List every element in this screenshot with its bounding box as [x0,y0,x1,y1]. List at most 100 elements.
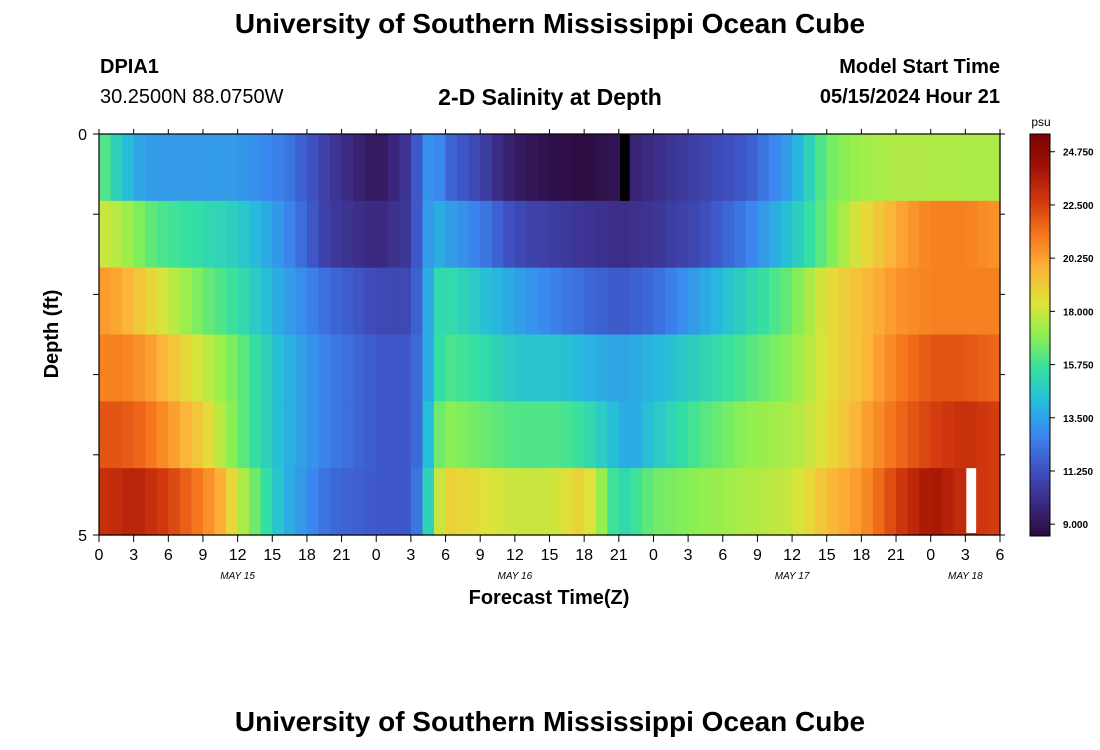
heatmap-cell [537,200,551,269]
heatmap-cell [688,134,701,202]
heatmap-cell [768,334,782,402]
heatmap-cell [145,401,158,469]
heatmap-cell [653,134,666,202]
colorbar-tick-label: 9.000 [1063,520,1088,531]
heatmap-cell [630,334,643,402]
heatmap-cell [872,468,886,536]
x-tick-label: 0 [926,547,935,564]
heatmap-cell [214,200,227,269]
heatmap-cell [145,134,158,202]
heatmap-cell [780,334,793,402]
heatmap-cell [295,468,308,536]
heatmap-cell [387,401,400,469]
heatmap-cell [745,334,759,402]
heatmap-cell [919,200,932,269]
heatmap-cell [410,334,424,402]
heatmap-cell [965,200,978,269]
heatmap-cell [249,200,262,269]
heatmap-cell [503,401,516,469]
heatmap-cell [283,134,296,202]
x-tick-label: 0 [95,547,104,564]
heatmap-cell [584,134,597,202]
heatmap-cell [399,334,412,402]
heatmap-cell [122,134,135,202]
heatmap-cell [572,334,585,402]
heatmap-cell [942,200,955,269]
heatmap-cell [110,267,123,336]
station-id: DPIA1 [100,56,159,78]
plot-title: 2-D Salinity at Depth [438,84,662,110]
heatmap-cell [572,267,585,336]
heatmap-cell [295,334,308,402]
heatmap-cell [676,200,689,269]
heatmap-cell [630,200,643,269]
heatmap-cell [699,200,712,269]
heatmap-cell [202,468,216,536]
heatmap-cell [572,200,585,269]
heatmap-cell [457,267,470,336]
heatmap-cell [364,334,377,402]
heatmap-cell [988,334,1001,402]
heatmap-row-4 [99,334,1001,402]
heatmap-cell [699,468,712,536]
heatmap-cell [942,401,955,469]
heatmap-cell [896,200,909,269]
heatmap-cell [237,134,250,202]
heatmap-cell [306,267,320,336]
y-axis-label: Depth (ft) [41,290,63,379]
heatmap-cell [907,468,920,536]
heatmap-cell [722,267,735,336]
heatmap-cell [595,468,608,536]
heatmap-cell [387,334,400,402]
heatmap-cell [595,334,608,402]
heatmap-cell [341,401,354,469]
heatmap-cell [953,134,966,202]
heatmap-cell [711,267,724,336]
heatmap-cell [803,134,816,202]
heatmap-cell [826,334,839,402]
heatmap-cell [468,468,481,536]
x-axis-label: Forecast Time(Z) [469,587,630,609]
heatmap-cell [156,200,169,269]
heatmap-cell [688,468,701,536]
heatmap-cell [722,334,735,402]
heatmap-cell [353,267,366,336]
heatmap-cell [353,334,366,402]
heatmap-cell [630,267,643,336]
x-tick-label: 18 [852,547,870,564]
heatmap-cell [353,200,366,269]
heatmap-cell [202,134,216,202]
heatmap-cell [676,401,689,469]
heatmap-cell [976,401,990,469]
heatmap-cell [768,200,782,269]
heatmap-cell [711,134,724,202]
heatmap-cell [306,334,320,402]
heatmap-cell [665,200,678,269]
colorbar-tick-label: 13.500 [1063,414,1094,425]
heatmap-cell [803,334,816,402]
heatmap-cell [861,468,874,536]
heatmap-cell [537,267,551,336]
heatmap-cell [907,267,920,336]
model-start-value: 05/15/2024 Hour 21 [819,86,1000,108]
heatmap-cell [410,401,424,469]
x-tick-label: 9 [476,547,485,564]
heatmap-cell [630,401,643,469]
heatmap-cell [861,134,874,202]
heatmap-cell [226,267,239,336]
date-label: MAY 15 [220,571,255,582]
heatmap-cell [607,200,620,269]
heatmap-cell [861,334,874,402]
heatmap-cell [99,468,112,536]
heatmap-cell [330,267,343,336]
colorbar-tick-label: 24.750 [1063,148,1094,159]
heatmap-cell [549,267,562,336]
heatmap-cell [572,401,585,469]
x-tick-label: 3 [684,547,693,564]
heatmap-cell [584,267,597,336]
x-tick-label: 12 [506,547,524,564]
heatmap-cell [260,334,273,402]
x-tick-label: 3 [961,547,970,564]
heatmap-cell [607,267,620,336]
heatmap-cell [618,468,631,536]
